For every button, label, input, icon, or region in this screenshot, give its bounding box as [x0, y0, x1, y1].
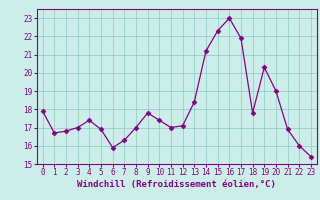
X-axis label: Windchill (Refroidissement éolien,°C): Windchill (Refroidissement éolien,°C): [77, 180, 276, 189]
